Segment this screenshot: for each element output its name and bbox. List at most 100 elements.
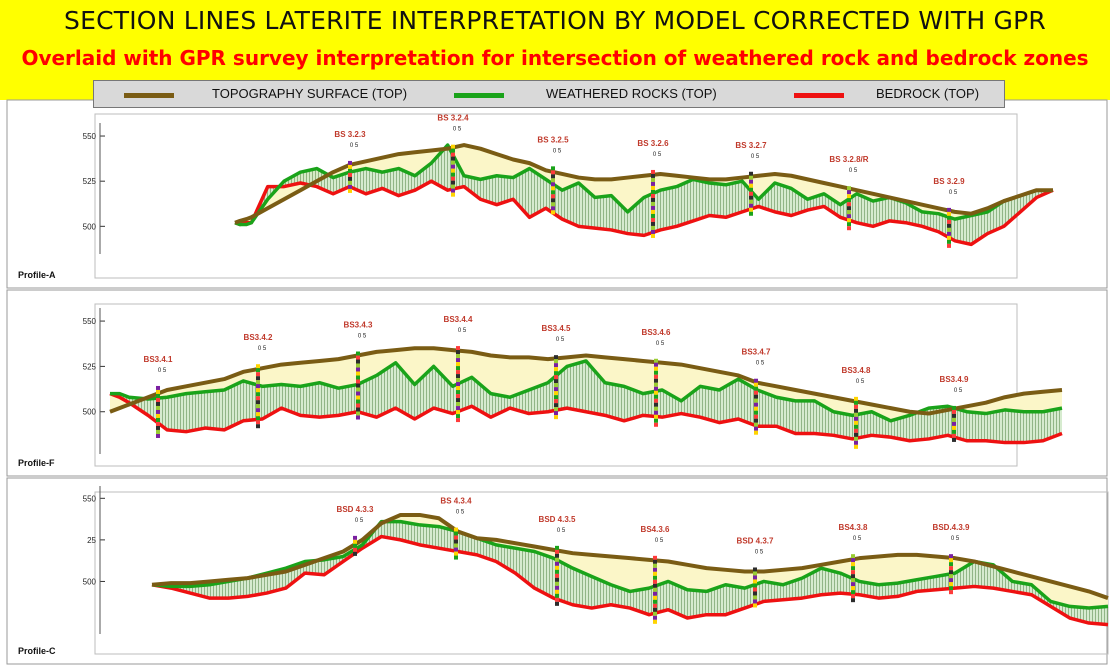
borehole-segment [952,421,956,426]
borehole-segment [555,545,559,550]
borehole-segment [851,582,855,587]
borehole-segment [854,400,858,405]
bedrock-line [151,534,1109,627]
borehole-label: BSD 4.3.3 [337,505,374,514]
borehole-segment [156,385,160,390]
borehole: BS3.4.6 0 5 [642,328,671,427]
borehole-segment [256,408,260,413]
borehole-segment [456,354,460,359]
borehole-segment [947,207,951,212]
borehole-segment [156,397,160,402]
borehole-segment [551,170,555,175]
borehole-label: BSD 4.3.5 [539,515,576,524]
borehole: BS 3.2.9 0 5 [933,177,965,248]
borehole-segment [256,420,260,425]
borehole-segment [947,223,951,228]
borehole-segment [256,416,260,421]
borehole-scale: 0 5 [849,168,858,174]
borehole-segment [554,391,558,396]
borehole-segment [949,566,953,571]
borehole-label: BS 3.2.8/R [829,155,868,164]
borehole-segment [554,355,558,360]
borehole-segment [654,378,658,383]
topography-line [234,143,1053,225]
borehole-segment [651,177,655,182]
borehole-segment [753,567,757,572]
borehole-segment [451,168,455,173]
borehole-segment [551,202,555,207]
y-tick-label: 525 [83,177,97,186]
borehole-segment [554,363,558,368]
borehole-segment [654,398,658,403]
borehole-label: BS3.4.5 [542,324,571,333]
borehole-segment [749,191,753,196]
borehole-segment [555,597,559,602]
borehole-segment [653,563,657,568]
borehole-segment [554,399,558,404]
y-tick-label: 25 [87,536,96,545]
borehole-segment [156,417,160,422]
borehole-segment [654,394,658,399]
borehole-segment [256,368,260,373]
borehole: BS3.4.5 0 5 [542,324,571,420]
borehole-segment [256,372,260,377]
borehole-segment [456,390,460,395]
borehole-segment [854,396,858,401]
borehole-segment [456,414,460,419]
borehole-segment [454,527,458,532]
borehole-segment [356,415,360,420]
borehole-segment [555,577,559,582]
borehole-segment [451,164,455,169]
borehole-segment [651,213,655,218]
borehole-segment [456,358,460,363]
borehole-label: BS3.4.1 [144,355,173,364]
borehole-segment [949,562,953,567]
borehole-segment [949,582,953,587]
borehole-segment [854,420,858,425]
borehole-segment [554,415,558,420]
borehole-segment [651,173,655,178]
borehole: BS 3.2.6 0 5 [637,139,669,238]
borehole-segment [753,603,757,608]
borehole-segment [847,214,851,219]
borehole-segment [754,394,758,399]
borehole-segment [555,553,559,558]
weathered-zone-fill [110,348,1062,421]
borehole: BS4.3.8 0 5 [839,523,868,603]
borehole-segment [753,583,757,588]
borehole-scale: 0 5 [951,536,960,542]
borehole-segment [749,199,753,204]
borehole-segment [949,574,953,579]
borehole-segment [653,607,657,612]
borehole-segment [847,218,851,223]
borehole-segment [456,402,460,407]
borehole-segment [356,371,360,376]
borehole-segment [949,570,953,575]
borehole-segment [952,409,956,414]
borehole-segment [947,211,951,216]
borehole-segment [348,172,352,177]
borehole-segment [952,433,956,438]
borehole-segment [949,558,953,563]
borehole-segment [451,180,455,185]
borehole-segment [653,591,657,596]
borehole-segment [456,346,460,351]
borehole-segment [654,422,658,427]
borehole-segment [851,574,855,579]
borehole-segment [353,551,357,556]
bedrock-line [234,179,1054,247]
borehole-segment [754,410,758,415]
borehole-segment [454,555,458,560]
borehole: BS4.3.6 0 5 [641,525,670,624]
legend-label-topography: TOPOGRAPHY SURFACE (TOP) [212,86,408,101]
borehole: BS3.4.1 0 5 [144,355,173,438]
borehole-segment [451,148,455,153]
borehole-segment [653,619,657,624]
borehole-segment [256,396,260,401]
borehole-segment [753,591,757,596]
borehole-segment [654,386,658,391]
borehole-segment [356,387,360,392]
borehole-segment [754,386,758,391]
borehole-segment [851,566,855,571]
